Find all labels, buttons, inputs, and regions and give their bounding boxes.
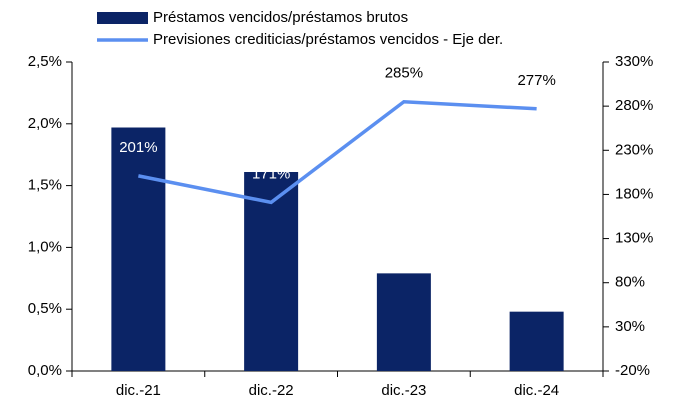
data-label: 277% (517, 72, 555, 89)
x-tick-label: dic.-24 (514, 382, 559, 399)
y-tick-label: 2,0% (28, 115, 62, 132)
y-tick-label: 1,5% (28, 177, 62, 194)
y2-tick-label: 30% (615, 318, 645, 335)
y2-tick-label: -20% (615, 362, 650, 379)
y2-tick-label: 330% (615, 53, 653, 70)
x-tick-label: dic.-23 (381, 382, 426, 399)
y2-tick-label: 80% (615, 274, 645, 291)
data-label: 285% (385, 65, 423, 82)
y-tick-label: 0,0% (28, 362, 62, 379)
x-tick-label: dic.-22 (249, 382, 294, 399)
y2-tick-label: 280% (615, 97, 653, 114)
y2-tick-label: 130% (615, 230, 653, 247)
data-label: 171% (252, 165, 290, 182)
data-label: 201% (119, 139, 157, 156)
y2-tick-label: 230% (615, 141, 653, 158)
y-tick-label: 2,5% (28, 53, 62, 70)
legend-label: Préstamos vencidos/préstamos brutos (153, 9, 408, 26)
x-tick-label: dic.-21 (116, 382, 161, 399)
bar (111, 127, 166, 372)
line (138, 99, 537, 205)
bar (244, 172, 299, 371)
legend-swatch (97, 12, 148, 24)
legend-label: Previsiones crediticias/préstamos vencid… (153, 31, 503, 48)
bar (376, 273, 431, 371)
bar (509, 311, 564, 371)
y2-tick-label: 180% (615, 185, 653, 202)
y-tick-label: 1,0% (28, 238, 62, 255)
y-tick-label: 0,5% (28, 300, 62, 317)
